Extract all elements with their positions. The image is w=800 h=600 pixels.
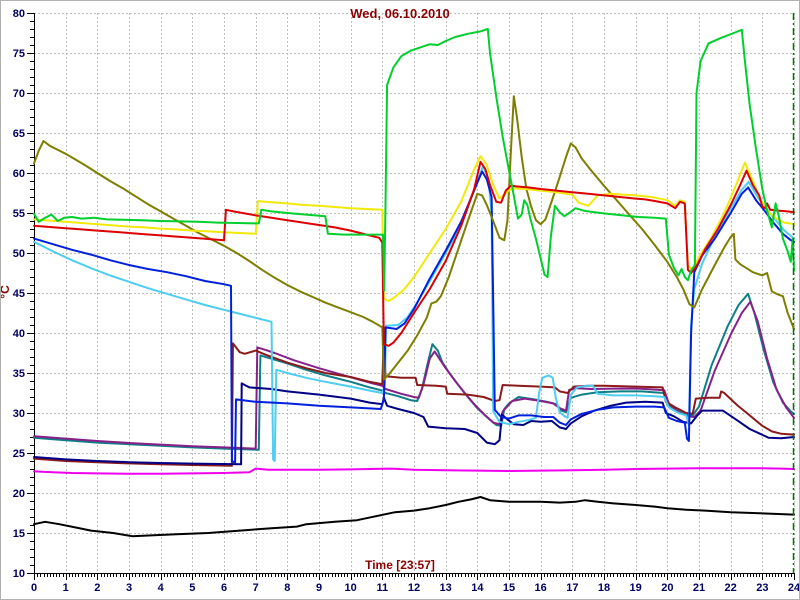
x-tick-label: 10 [345,582,357,594]
series-magenta [33,467,795,475]
y-tick-label: 30 [13,408,25,420]
x-tick-label: 11 [377,582,389,594]
series-black [33,496,795,538]
x-tick-label: 14 [471,582,484,594]
series-olive [33,95,795,381]
x-tick-label: 19 [630,582,642,594]
y-tick-label: 10 [13,568,25,580]
x-tick-label: 1 [63,582,69,594]
y-tick-label: 70 [13,88,25,100]
chart-title: Wed, 06.10.2010 [350,6,450,21]
x-tick-label: 15 [503,582,515,594]
x-tick-label: 7 [253,582,259,594]
y-tick-label: 65 [13,128,25,140]
y-tick-label: 25 [13,448,25,460]
x-tick-label: 17 [566,582,578,594]
y-tick-label: 40 [13,328,25,340]
x-tick-label: 16 [535,582,547,594]
y-tick-label: 55 [13,208,25,220]
tick-labels: 0 1 2 3 4 5 6 7 8 9 10 11 12 13 14 15 16 17 18 19 20 21 22 23 24… [13,8,799,594]
x-axis-label: Time [23:57] [365,558,435,572]
series-blue [33,170,795,464]
x-tick-label: 5 [189,582,195,594]
series-darkred [33,329,795,467]
x-tick-label: 0 [31,582,37,594]
x-tick-label: 3 [126,582,132,594]
x-tick-label: 23 [756,582,768,594]
x-tick-label: 9 [316,582,322,594]
y-tick-label: 60 [13,168,25,180]
x-tick-label: 12 [408,582,420,594]
tick-marks [27,13,795,580]
y-tick-label: 50 [13,248,25,260]
x-tick-label: 24 [788,582,799,594]
x-tick-label: 18 [598,582,610,594]
x-tick-label: 20 [661,582,673,594]
x-tick-label: 21 [693,582,705,594]
y-tick-label: 35 [13,368,25,380]
grid [34,13,795,573]
x-tick-label: 6 [221,582,227,594]
y-axis-label: °C [0,285,12,299]
y-tick-label: 20 [13,488,25,500]
series-green [33,28,795,292]
x-tick-label: 8 [284,582,290,594]
x-tick-label: 4 [158,582,165,594]
y-tick-label: 45 [13,288,25,300]
series-navy [33,382,795,466]
x-tick-label: 13 [440,582,452,594]
series-red [33,160,795,347]
series-lines [33,28,795,538]
y-tick-label: 75 [13,48,25,60]
x-tick-label: 22 [725,582,737,594]
y-tick-label: 80 [13,8,25,20]
x-tick-label: 2 [94,582,100,594]
y-tick-label: 15 [13,528,25,540]
